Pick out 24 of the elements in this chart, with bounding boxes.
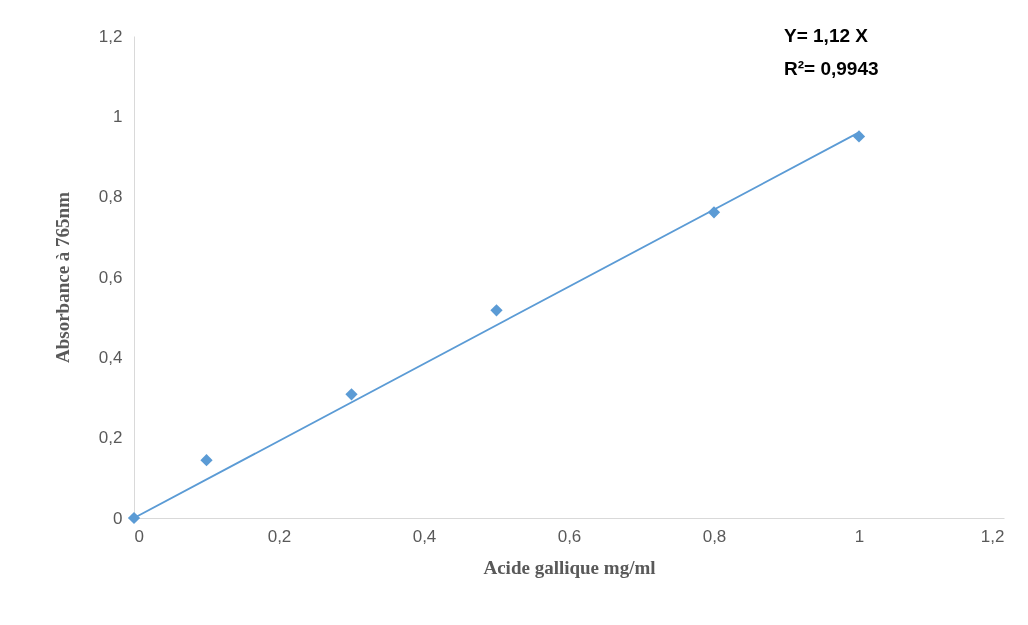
y-axis-title: Absorbance à 765nm <box>51 191 73 364</box>
point <box>127 511 141 525</box>
x-tick-label: 0 <box>134 526 144 546</box>
y-tick-label: 0,2 <box>98 428 123 448</box>
point <box>707 206 721 219</box>
y-tick-label: 1 <box>113 106 123 126</box>
x-tick-label: 0,8 <box>702 526 727 546</box>
annotation: Y= 1,12 X <box>784 25 869 46</box>
y-tick-label: 0,4 <box>98 347 123 367</box>
x-tick-label: 1,2 <box>980 526 1005 546</box>
x-tick-label: 0,4 <box>412 526 437 546</box>
point <box>852 130 866 143</box>
y-tick-label: 0,8 <box>98 187 123 207</box>
point <box>200 454 213 467</box>
y-tick-label: 1,2 <box>98 26 123 46</box>
y-tick-label: 0 <box>113 508 123 528</box>
y-tick-label: 0,6 <box>98 267 123 287</box>
x-tick-label: 0,6 <box>557 526 582 546</box>
point <box>345 388 358 401</box>
x-axis-title: Acide gallique mg/ml <box>483 556 656 578</box>
x-tick-label: 1 <box>854 526 865 546</box>
point <box>490 304 503 317</box>
annotation: R²= 0,9943 <box>784 58 879 79</box>
x-tick-label: 0,2 <box>267 526 292 546</box>
